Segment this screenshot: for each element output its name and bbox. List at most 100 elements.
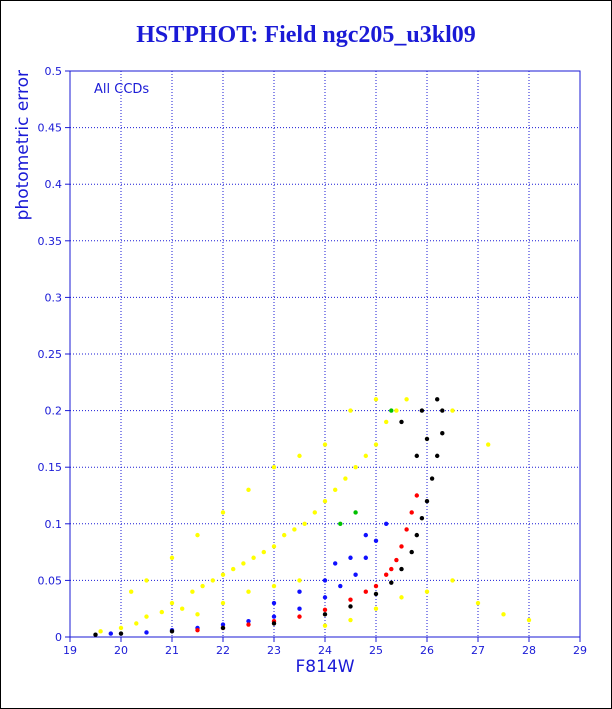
- data-point: [435, 453, 440, 459]
- data-point: [348, 604, 353, 609]
- y-tick-label: 0.05: [38, 574, 63, 587]
- data-point: [409, 549, 414, 555]
- data-point: [486, 442, 491, 447]
- data-point: [435, 397, 440, 402]
- annotation-label: All CCDs: [94, 82, 149, 97]
- data-point: [409, 510, 414, 515]
- chart-title: HSTPHOT: Field ngc205_u3kl09: [136, 22, 476, 48]
- y-tick-label: 0.25: [38, 348, 63, 361]
- data-point: [373, 397, 379, 402]
- x-ticks: 19 20 21 22 23 24 25 26 27 28 29: [63, 637, 587, 657]
- data-point: [322, 498, 328, 504]
- data-point: [195, 532, 200, 538]
- data-point: [414, 532, 419, 538]
- data-point: [271, 544, 277, 549]
- data-point: [424, 589, 430, 594]
- x-tick-label: 22: [216, 644, 230, 657]
- data-point: [93, 632, 98, 637]
- data-point: [394, 557, 399, 563]
- y-tick-label: 0.3: [45, 291, 63, 304]
- data-point: [144, 614, 149, 619]
- data-point: [419, 515, 425, 521]
- data-point: [373, 591, 379, 597]
- data-point: [231, 566, 236, 572]
- data-point: [271, 465, 277, 470]
- x-tick-label: 26: [420, 644, 434, 657]
- data-point: [373, 538, 379, 543]
- data-point: [450, 408, 455, 413]
- data-point: [195, 628, 200, 633]
- x-tick-label: 21: [165, 644, 179, 657]
- data-point: [169, 600, 175, 606]
- data-point: [129, 589, 134, 594]
- data-point: [261, 549, 266, 555]
- data-point: [282, 532, 287, 538]
- data-point: [353, 572, 358, 577]
- data-point: [348, 597, 353, 602]
- data-point: [246, 618, 251, 624]
- data-point: [98, 629, 103, 634]
- data-point: [399, 544, 404, 549]
- data-point: [389, 580, 394, 585]
- data-point: [414, 453, 419, 459]
- x-tick-label: 28: [522, 644, 536, 657]
- y-tick-label: 0.5: [45, 65, 63, 78]
- data-point: [414, 493, 419, 498]
- y-axis-label: photometric error: [13, 70, 33, 220]
- data-point: [251, 555, 256, 560]
- data-point: [343, 476, 348, 481]
- grid: [69, 70, 581, 638]
- data-point: [440, 431, 445, 436]
- data-point: [322, 442, 328, 447]
- y-tick-label: 0: [55, 631, 62, 644]
- data-point: [399, 595, 404, 600]
- data-point: [134, 621, 139, 626]
- data-point: [394, 408, 399, 413]
- data-point: [200, 583, 205, 589]
- data-point: [373, 606, 379, 611]
- data-point: [118, 625, 124, 631]
- data-point: [322, 623, 328, 628]
- data-point: [220, 572, 226, 577]
- y-tick-label: 0.15: [38, 461, 63, 474]
- data-point: [159, 609, 164, 615]
- data-point: [399, 566, 404, 572]
- data-point: [169, 629, 175, 634]
- data-points: [93, 397, 532, 637]
- data-point: [169, 555, 175, 560]
- data-point: [363, 555, 368, 560]
- data-point: [322, 612, 328, 617]
- data-point: [389, 566, 394, 572]
- data-point: [363, 589, 368, 594]
- data-point: [440, 408, 445, 413]
- x-tick-label: 19: [63, 644, 77, 657]
- data-point: [475, 600, 481, 606]
- data-point: [338, 583, 343, 589]
- data-point: [404, 527, 409, 532]
- data-point: [348, 617, 353, 623]
- data-point: [271, 614, 277, 619]
- x-tick-label: 25: [369, 644, 383, 657]
- data-point: [450, 578, 455, 583]
- y-tick-label: 0.2: [45, 405, 63, 418]
- y-ticks: 0 0.05 0.1 0.15 0.2 0.25 0.3 0.35 0.4 0.45 0.5: [38, 65, 70, 644]
- data-point: [241, 561, 246, 566]
- data-point: [180, 606, 185, 611]
- data-point: [353, 465, 358, 470]
- data-point: [384, 572, 389, 577]
- data-point: [348, 555, 353, 560]
- data-point: [220, 600, 226, 606]
- data-point: [210, 578, 215, 583]
- data-point: [363, 532, 368, 538]
- data-point: [363, 453, 368, 459]
- data-point: [348, 408, 353, 413]
- data-point: [373, 583, 379, 589]
- y-tick-label: 0.45: [38, 122, 63, 135]
- y-tick-label: 0.35: [38, 235, 63, 248]
- x-tick-label: 27: [471, 644, 485, 657]
- data-point: [322, 578, 328, 583]
- data-point: [424, 436, 430, 442]
- data-point: [389, 408, 394, 413]
- x-axis-label: F814W: [295, 657, 354, 677]
